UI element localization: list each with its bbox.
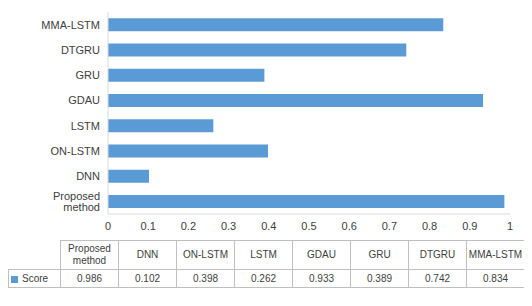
html-text:DTGRU: DTGRU [419, 249, 456, 260]
html-text:DNN: DNN [136, 249, 159, 260]
svg-text:GDAU: GDAU [68, 94, 100, 106]
svg-text:0.5: 0.5 [301, 220, 316, 232]
html-text:LSTM: LSTM [250, 249, 277, 260]
svg-text:0.4: 0.4 [261, 220, 276, 232]
svg-text:0.8: 0.8 [422, 220, 437, 232]
html-text:0.834: 0.834 [483, 273, 508, 284]
svg-text:1: 1 [507, 220, 513, 232]
html-text:0.986: 0.986 [77, 273, 102, 284]
svg-text:LSTM: LSTM [71, 120, 100, 132]
html-text:0.398: 0.398 [193, 273, 218, 284]
html-text:Proposed method: Proposed method [68, 243, 111, 266]
svg-text:0.9: 0.9 [462, 220, 477, 232]
svg-text:Proposedmethod: Proposedmethod [53, 190, 100, 213]
html-text:Score: Score [22, 273, 49, 284]
html-text:0.102: 0.102 [135, 273, 160, 284]
svg-text:0: 0 [105, 220, 111, 232]
svg-text:GRU: GRU [76, 69, 101, 81]
html-text:GRU: GRU [368, 249, 391, 260]
svg-text:0.2: 0.2 [181, 220, 196, 232]
html-text:MMA-LSTM: MMA-LSTM [468, 249, 523, 260]
svg-text:0.3: 0.3 [221, 220, 236, 232]
html-text:0.933: 0.933 [309, 273, 334, 284]
html-text:0.262: 0.262 [251, 273, 276, 284]
svg-text:DNN: DNN [76, 170, 100, 182]
html-text:ON-LSTM: ON-LSTM [183, 249, 228, 260]
svg-text:0.7: 0.7 [382, 220, 397, 232]
svg-text:0.1: 0.1 [141, 220, 156, 232]
svg-text:ON-LSTM: ON-LSTM [51, 145, 101, 157]
svg-text:0.6: 0.6 [342, 220, 357, 232]
html-text:0.742: 0.742 [425, 273, 450, 284]
svg-text:MMA-LSTM: MMA-LSTM [41, 19, 100, 31]
svg-text:DTGRU: DTGRU [61, 44, 100, 56]
html-text:GDAU: GDAU [307, 249, 336, 260]
html-text:0.389: 0.389 [367, 273, 392, 284]
